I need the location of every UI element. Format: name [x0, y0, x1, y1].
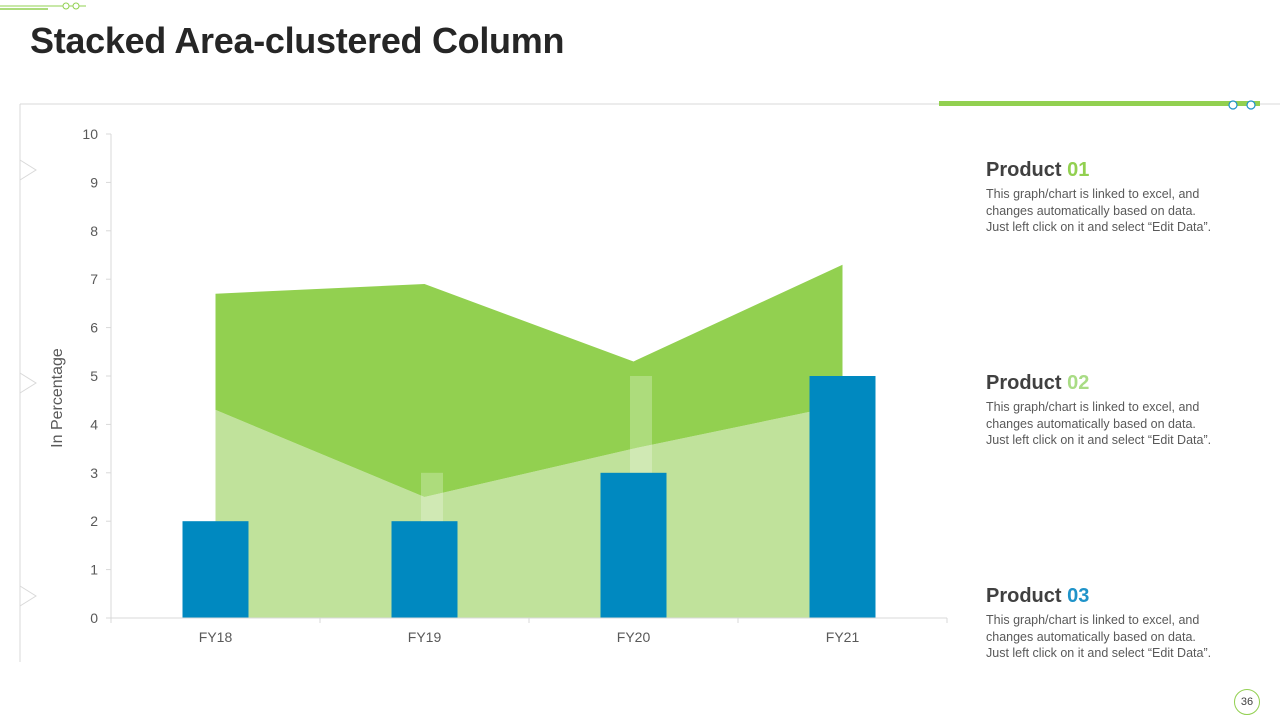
product-02-block: Product 02 This graph/chart is linked to… — [986, 371, 1256, 449]
product-01-block: Product 01 This graph/chart is linked to… — [986, 158, 1256, 236]
left-chevron — [19, 159, 37, 181]
product-01-title: Product 01 — [986, 158, 1256, 182]
product-01-number: 01 — [1067, 159, 1090, 181]
y-tick-label: 0 — [90, 610, 98, 626]
product-03-name: Product — [986, 585, 1062, 607]
product-03-description-line: changes automatically based on data. — [986, 629, 1196, 644]
product-02-description-line: changes automatically based on data. — [986, 416, 1196, 431]
product-03-description-line: Just left click on it and select “Edit D… — [986, 646, 1212, 660]
y-tick-label: 8 — [90, 223, 98, 239]
top-right-accent-bar — [939, 101, 1260, 106]
product-01-description: This graph/chart is linked to excel, and… — [986, 186, 1256, 236]
product-03-number: 03 — [1067, 585, 1090, 607]
column-bar-fy19 — [391, 521, 458, 618]
x-tick-label: FY18 — [199, 629, 233, 645]
product-02-title: Product 02 — [986, 371, 1256, 395]
product-03-title: Product 03 — [986, 584, 1256, 608]
y-tick-label: 6 — [90, 320, 98, 336]
product-02-description: This graph/chart is linked to excel, and… — [986, 399, 1256, 449]
area-series-2 — [215, 264, 843, 497]
y-tick-label: 1 — [90, 562, 98, 578]
left-chevron — [19, 585, 37, 607]
column-bar-fy20 — [600, 472, 667, 618]
product-01-name: Product — [986, 159, 1062, 181]
product-02-description-line: This graph/chart is linked to excel, and — [986, 400, 1200, 414]
x-tick-label: FY19 — [408, 629, 442, 645]
y-tick-label: 4 — [90, 416, 98, 432]
top-right-accent-dot — [1246, 100, 1256, 110]
product-01-description-line: This graph/chart is linked to excel, and — [986, 187, 1200, 201]
top-left-accent-dot — [72, 2, 80, 10]
area-series-group — [215, 264, 843, 618]
y-tick-label: 10 — [82, 126, 98, 142]
axes-group: 0 1 2 3 4 5 6 7 8 9 10 FY18 FY19 FY20 FY21 — [82, 126, 948, 645]
page-number: 36 — [1234, 689, 1260, 715]
slide-title: Stacked Area-clustered Column — [30, 20, 565, 61]
y-tick-label: 5 — [90, 368, 98, 384]
column-series-group — [182, 376, 876, 618]
top-left-accent-dot — [62, 2, 70, 10]
product-02-description-line: Just left click on it and select “Edit D… — [986, 433, 1212, 447]
y-tick-label: 9 — [90, 174, 98, 190]
product-02-name: Product — [986, 372, 1062, 394]
product-01-description-line: Just left click on it and select “Edit D… — [986, 220, 1212, 234]
y-axis-title: In Percentage — [49, 348, 66, 448]
y-tick-label: 7 — [90, 271, 98, 287]
product-03-description: This graph/chart is linked to excel, and… — [986, 612, 1256, 662]
column-bar-fy18 — [182, 521, 249, 618]
x-tick-label: FY20 — [617, 629, 651, 645]
left-chevron — [19, 372, 37, 394]
product-03-description-line: This graph/chart is linked to excel, and — [986, 613, 1200, 627]
product-03-block: Product 03 This graph/chart is linked to… — [986, 584, 1256, 662]
column-bar-fy21 — [809, 376, 876, 618]
product-02-number: 02 — [1067, 372, 1090, 394]
area-series-1 — [215, 405, 843, 618]
top-right-accent-dot — [1228, 100, 1238, 110]
y-tick-label: 3 — [90, 465, 98, 481]
y-tick-label: 2 — [90, 513, 98, 529]
x-tick-label: FY21 — [826, 629, 860, 645]
product-01-description-line: changes automatically based on data. — [986, 203, 1196, 218]
